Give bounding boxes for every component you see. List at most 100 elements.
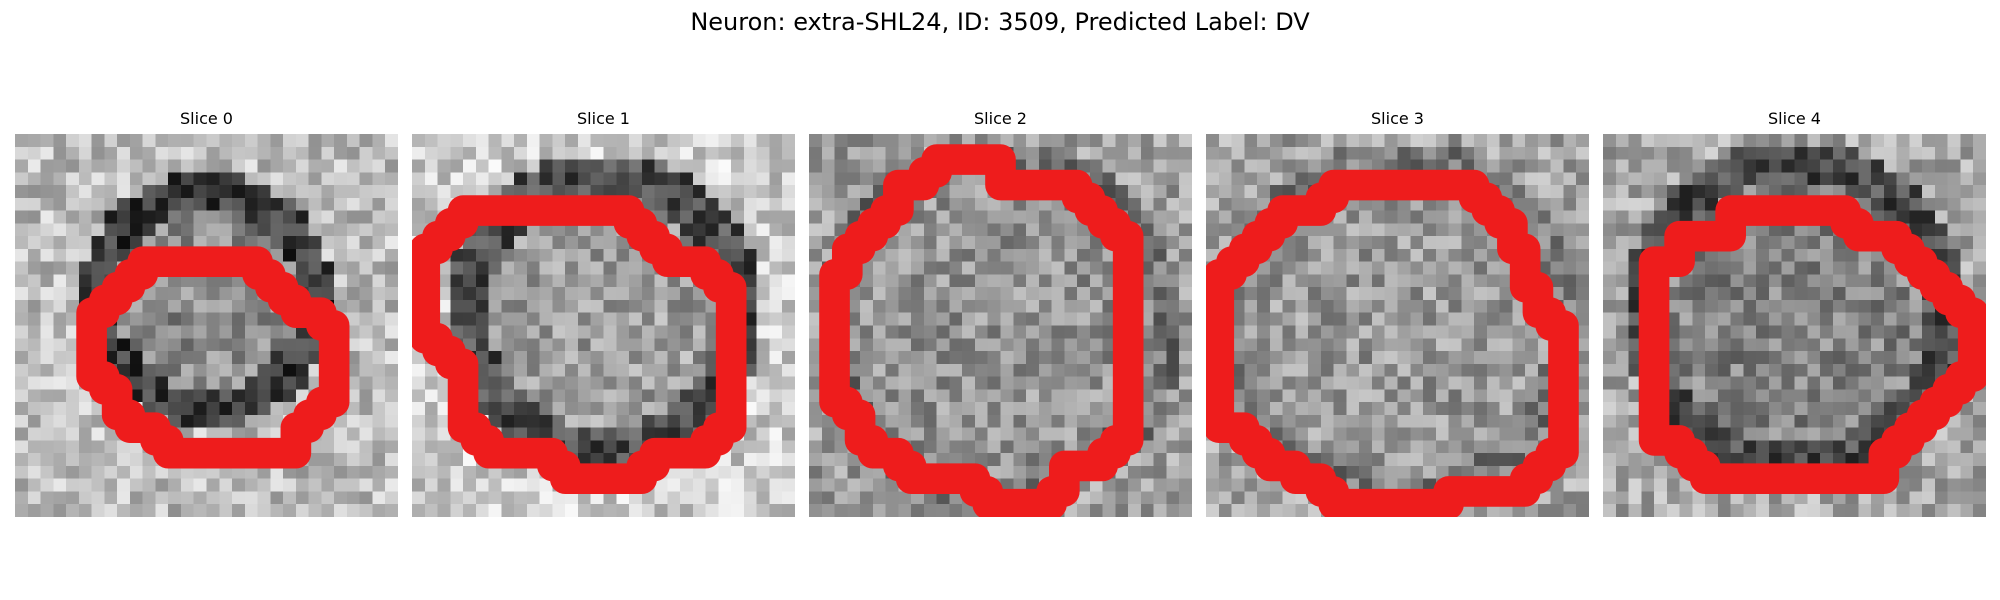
image-pixel [1832,248,1846,262]
image-pixel [1794,338,1808,352]
image-pixel [1615,491,1629,505]
image-pixel [1308,172,1322,186]
image-pixel [1218,172,1232,186]
image-pixel [1435,210,1449,224]
image-pixel [1077,134,1091,148]
image-pixel [1871,427,1885,441]
image-pixel [1013,427,1027,441]
image-pixel [514,325,528,339]
image-pixel [1346,134,1360,148]
image-pixel [1448,248,1462,262]
image-pixel [590,363,604,377]
image-pixel [1218,210,1232,224]
image-pixel [1257,338,1271,352]
image-pixel [514,185,528,199]
image-pixel [1679,197,1693,211]
image-pixel [1858,325,1872,339]
image-pixel [1832,453,1846,467]
image-pixel [78,134,92,148]
image-pixel [1973,261,1986,275]
image-pixel [654,504,668,517]
image-pixel [949,351,963,365]
image-pixel [1410,478,1424,492]
image-pixel [1654,134,1668,148]
image-pixel [1371,427,1385,441]
image-pixel [1666,185,1680,199]
image-pixel [1320,312,1334,326]
image-pixel [1000,248,1014,262]
image-pixel [1871,312,1885,326]
image-pixel [847,299,861,313]
image-pixel [616,504,630,517]
image-pixel [1743,453,1757,467]
image-pixel [1077,248,1091,262]
image-pixel [412,363,426,377]
image-pixel [1013,146,1027,160]
image-pixel [962,453,976,467]
image-pixel [872,287,886,301]
image-pixel [860,146,874,160]
image-pixel [91,465,105,479]
image-pixel [1410,146,1424,160]
image-pixel [911,427,925,441]
image-pixel [514,504,528,517]
image-pixel [1077,376,1091,390]
image-pixel [1717,351,1731,365]
image-pixel [860,134,874,148]
image-pixel [1359,146,1373,160]
image-pixel [1947,146,1961,160]
image-pixel [142,363,156,377]
image-pixel [66,491,80,505]
image-pixel [295,491,309,505]
image-pixel [603,414,617,428]
image-pixel [590,325,604,339]
image-pixel [514,351,528,365]
image-pixel [450,172,464,186]
image-pixel [1705,351,1719,365]
image-pixel [372,376,386,390]
image-pixel [1705,261,1719,275]
image-pixel [1666,504,1680,517]
image-pixel [1654,159,1668,173]
image-pixel [283,223,297,237]
image-pixel [743,427,757,441]
image-pixel [155,146,169,160]
image-pixel [104,210,118,224]
image-pixel [206,351,220,365]
image-pixel [1384,402,1398,416]
image-pixel [117,223,131,237]
image-pixel [346,210,360,224]
image-pixel [834,185,848,199]
image-pixel [1244,172,1258,186]
image-pixel [1448,465,1462,479]
image-pixel [232,287,246,301]
image-pixel [911,504,925,517]
image-pixel [539,159,553,173]
image-pixel [1474,414,1488,428]
image-pixel [1537,427,1551,441]
image-pixel [385,363,398,377]
image-pixel [616,312,630,326]
image-pixel [308,146,322,160]
image-pixel [488,402,502,416]
image-pixel [1871,159,1885,173]
image-pixel [437,491,451,505]
image-pixel [514,146,528,160]
image-pixel [1820,185,1834,199]
image-pixel [1576,465,1589,479]
image-pixel [1743,338,1757,352]
image-pixel [1397,363,1411,377]
image-pixel [1038,210,1052,224]
image-pixel [424,197,438,211]
image-pixel [539,478,553,492]
image-pixel [1807,274,1821,288]
image-pixel [372,172,386,186]
image-pixel [1038,389,1052,403]
image-pixel [1832,236,1846,250]
image-pixel [1807,453,1821,467]
image-pixel [526,146,540,160]
image-pixel [872,389,886,403]
image-pixel [692,325,706,339]
image-pixel [1730,312,1744,326]
image-pixel [1858,376,1872,390]
